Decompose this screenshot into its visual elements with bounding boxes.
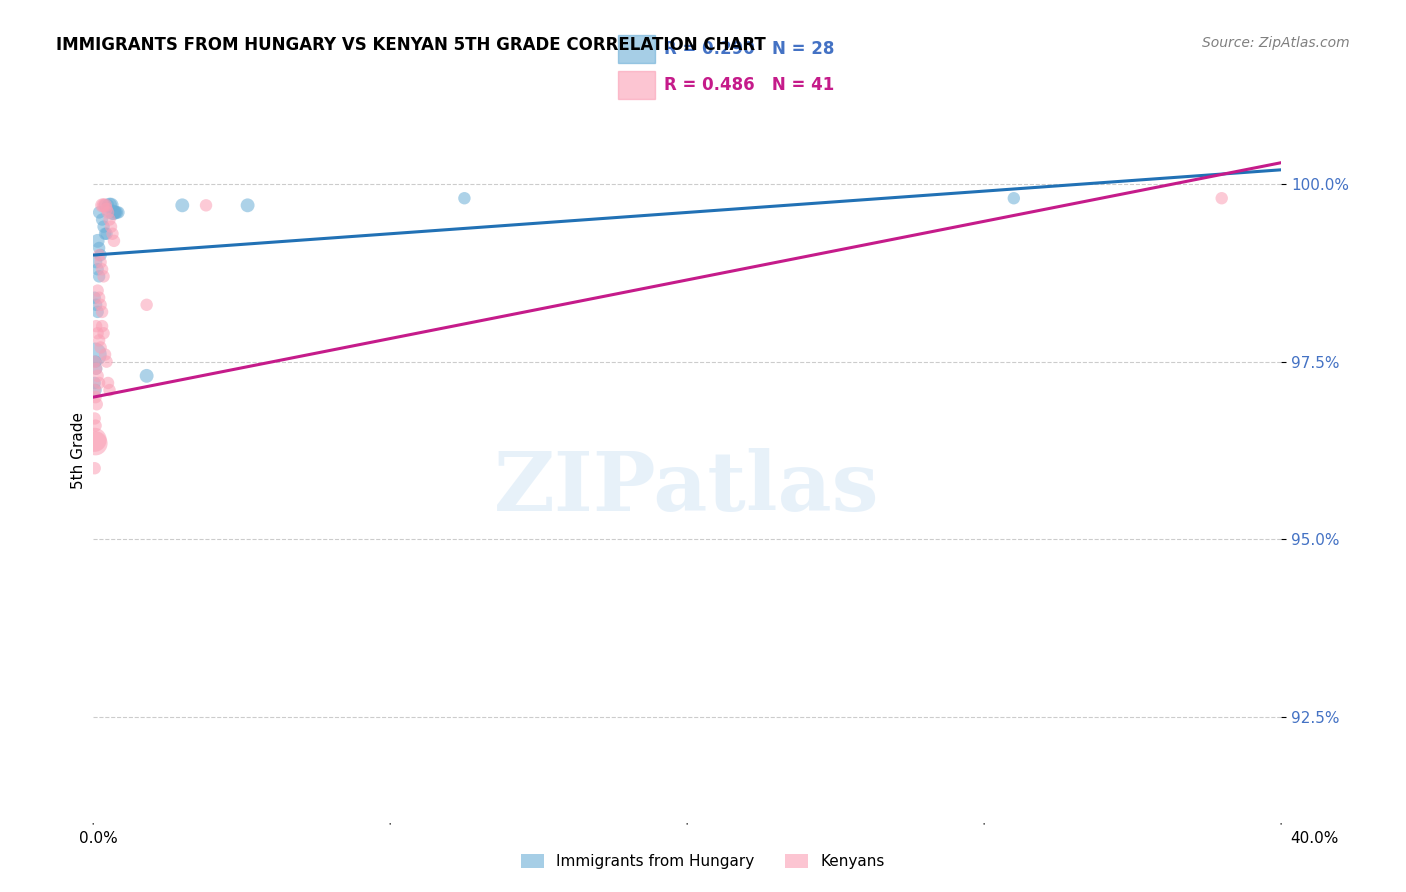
Point <box>90 255 112 269</box>
Point <box>172 198 194 212</box>
Point <box>84 255 107 269</box>
Point <box>83 461 105 475</box>
Point <box>89 241 111 255</box>
Point <box>86 305 108 319</box>
Text: 0.0%: 0.0% <box>79 831 118 846</box>
Point <box>94 347 117 361</box>
Point <box>236 198 259 212</box>
Point <box>94 198 117 212</box>
Text: IMMIGRANTS FROM HUNGARY VS KENYAN 5TH GRADE CORRELATION CHART: IMMIGRANTS FROM HUNGARY VS KENYAN 5TH GR… <box>56 36 766 54</box>
Text: Source: ZipAtlas.com: Source: ZipAtlas.com <box>1202 36 1350 50</box>
Point <box>93 219 115 234</box>
Point <box>103 234 125 248</box>
Point <box>100 219 122 234</box>
Legend: Immigrants from Hungary, Kenyans: Immigrants from Hungary, Kenyans <box>515 848 891 875</box>
Point <box>86 368 108 383</box>
Point <box>86 284 108 298</box>
Point <box>98 383 121 397</box>
Point <box>89 205 111 219</box>
Point <box>94 227 117 241</box>
Point <box>84 361 107 376</box>
Point <box>107 205 129 219</box>
Point <box>91 212 114 227</box>
Point <box>84 383 107 397</box>
Point <box>86 326 108 341</box>
Point <box>101 227 124 241</box>
Point <box>89 291 111 305</box>
Point <box>105 205 128 219</box>
Bar <box>617 71 655 99</box>
Point <box>86 397 108 411</box>
Point <box>89 376 111 390</box>
Point <box>84 418 107 433</box>
Point <box>83 433 105 447</box>
Point <box>84 354 107 368</box>
Point <box>90 298 112 312</box>
Point <box>84 436 107 450</box>
Point <box>89 334 111 348</box>
Point <box>84 319 107 334</box>
Point <box>97 205 120 219</box>
Point <box>98 198 121 212</box>
Point <box>96 202 118 216</box>
Point <box>89 248 111 262</box>
Point <box>83 383 105 397</box>
Point <box>1211 191 1233 205</box>
Point <box>195 198 218 212</box>
Y-axis label: 5th Grade: 5th Grade <box>72 412 86 489</box>
Point <box>93 326 115 341</box>
Point <box>83 411 105 425</box>
Point <box>84 390 107 404</box>
Text: R = 0.290   N = 28: R = 0.290 N = 28 <box>664 40 835 58</box>
Point <box>96 354 118 368</box>
Text: R = 0.486   N = 41: R = 0.486 N = 41 <box>664 77 834 95</box>
Point <box>84 298 107 312</box>
Point <box>89 269 111 284</box>
Point <box>94 198 117 212</box>
Point <box>84 361 107 376</box>
Point <box>98 212 121 227</box>
Point <box>97 376 120 390</box>
Point <box>83 354 105 368</box>
Point <box>86 262 108 277</box>
Point <box>100 198 122 212</box>
Point <box>83 291 105 305</box>
Point <box>97 198 120 212</box>
Text: 40.0%: 40.0% <box>1291 831 1339 846</box>
Point <box>93 269 115 284</box>
Bar <box>617 35 655 62</box>
Point <box>91 305 114 319</box>
Point <box>101 205 124 219</box>
Point <box>96 227 118 241</box>
Point <box>1002 191 1025 205</box>
Point <box>453 191 475 205</box>
Point <box>90 248 112 262</box>
Point <box>91 262 114 277</box>
Point <box>135 298 157 312</box>
Point <box>90 341 112 355</box>
Point <box>86 234 108 248</box>
Point <box>91 198 114 212</box>
Point <box>104 205 127 219</box>
Point <box>135 368 157 383</box>
Point <box>93 198 115 212</box>
Point <box>83 347 105 361</box>
Point <box>91 319 114 334</box>
Text: ZIPatlas: ZIPatlas <box>495 448 880 528</box>
Point <box>103 205 125 219</box>
Point <box>83 376 105 390</box>
